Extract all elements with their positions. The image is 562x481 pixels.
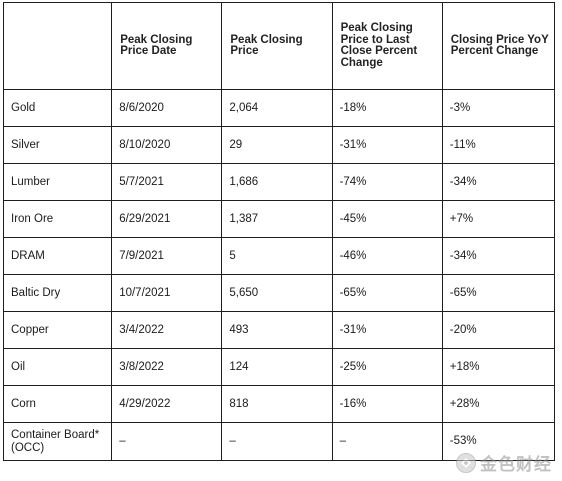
peak-price: 2,064 [221, 89, 333, 127]
yoy-change: -20% [441, 311, 556, 349]
peak-price: 1,387 [221, 200, 333, 238]
table-row: Gold 8/6/2020 2,064 -18% -3% [2, 89, 556, 127]
table-row: Copper 3/4/2022 493 -31% -20% [2, 311, 556, 349]
table-row: Corn 4/29/2022 818 -16% +28% [2, 385, 556, 423]
table-row: Lumber 5/7/2021 1,686 -74% -34% [2, 163, 556, 201]
header-row: Peak Closing Price Date Peak Closing Pri… [2, 2, 556, 90]
watermark-text: 金色财经 [480, 455, 552, 475]
commodity-name: Gold [2, 89, 113, 127]
header-cell-commodity [2, 2, 113, 90]
table-row: Baltic Dry 10/7/2021 5,650 -65% -65% [2, 274, 556, 312]
peak-price: 5 [221, 237, 333, 275]
peak-price: 124 [221, 348, 333, 386]
commodity-name: Silver [2, 126, 113, 164]
peak-date: 6/29/2021 [111, 200, 223, 238]
yoy-change: -65% [441, 274, 556, 312]
peak-date: 7/9/2021 [111, 237, 223, 275]
header-cell-yoy-change: Closing Price YoY Percent Change [441, 2, 556, 90]
peak-price: 29 [221, 126, 333, 164]
commodity-name: Oil [2, 348, 113, 386]
commodity-name: Container Board* (OCC) [2, 422, 113, 461]
yoy-change: +7% [441, 200, 556, 238]
peak-to-last-change: -45% [331, 200, 443, 238]
peak-price: 818 [221, 385, 333, 423]
peak-date: 4/29/2022 [111, 385, 223, 423]
peak-price: 493 [221, 311, 333, 349]
commodity-name: DRAM [2, 237, 113, 275]
commodity-table-container: Peak Closing Price Date Peak Closing Pri… [2, 2, 556, 476]
table-row: Container Board* (OCC) – – – -53% [2, 422, 556, 461]
table-row: DRAM 7/9/2021 5 -46% -34% [2, 237, 556, 275]
peak-to-last-change: -25% [331, 348, 443, 386]
yoy-change: -3% [441, 89, 556, 127]
peak-to-last-change: -31% [331, 311, 443, 349]
yoy-change: -53% [441, 422, 556, 461]
peak-date: 5/7/2021 [111, 163, 223, 201]
peak-to-last-change: -16% [331, 385, 443, 423]
yoy-change: -11% [441, 126, 556, 164]
table-row: Silver 8/10/2020 29 -31% -11% [2, 126, 556, 164]
commodity-name: Lumber [2, 163, 113, 201]
header-cell-peak-to-last-change: Peak Closing Price to Last Close Percent… [331, 2, 443, 90]
header-cell-peak-price: Peak Closing Price [221, 2, 333, 90]
peak-price: 1,686 [221, 163, 333, 201]
commodity-name: Iron Ore [2, 200, 113, 238]
header-cell-peak-date: Peak Closing Price Date [111, 2, 223, 90]
peak-to-last-change: -46% [331, 237, 443, 275]
peak-to-last-change: -18% [331, 89, 443, 127]
peak-date: 10/7/2021 [111, 274, 223, 312]
peak-date: 3/4/2022 [111, 311, 223, 349]
diamond-logo-icon [456, 452, 476, 473]
peak-date: 8/10/2020 [111, 126, 223, 164]
table-row: Oil 3/8/2022 124 -25% +18% [2, 348, 556, 386]
yoy-change: -34% [441, 237, 556, 275]
commodity-name: Baltic Dry [2, 274, 113, 312]
commodity-name: Copper [2, 311, 113, 349]
peak-to-last-change: -65% [331, 274, 443, 312]
peak-date: 8/6/2020 [111, 89, 223, 127]
peak-price: 5,650 [221, 274, 333, 312]
peak-to-last-change: -74% [331, 163, 443, 201]
yoy-change: -34% [441, 163, 556, 201]
commodity-name: Corn [2, 385, 113, 423]
peak-to-last-change: – [331, 422, 443, 461]
peak-date: 3/8/2022 [111, 348, 223, 386]
yoy-change: +28% [441, 385, 556, 423]
peak-to-last-change: -31% [331, 126, 443, 164]
commodity-price-table: Peak Closing Price Date Peak Closing Pri… [2, 2, 556, 461]
watermark: 金色财经 [456, 450, 552, 475]
yoy-change: +18% [441, 348, 556, 386]
table-row: Iron Ore 6/29/2021 1,387 -45% +7% [2, 200, 556, 238]
peak-date: – [111, 422, 223, 461]
peak-price: – [221, 422, 333, 461]
